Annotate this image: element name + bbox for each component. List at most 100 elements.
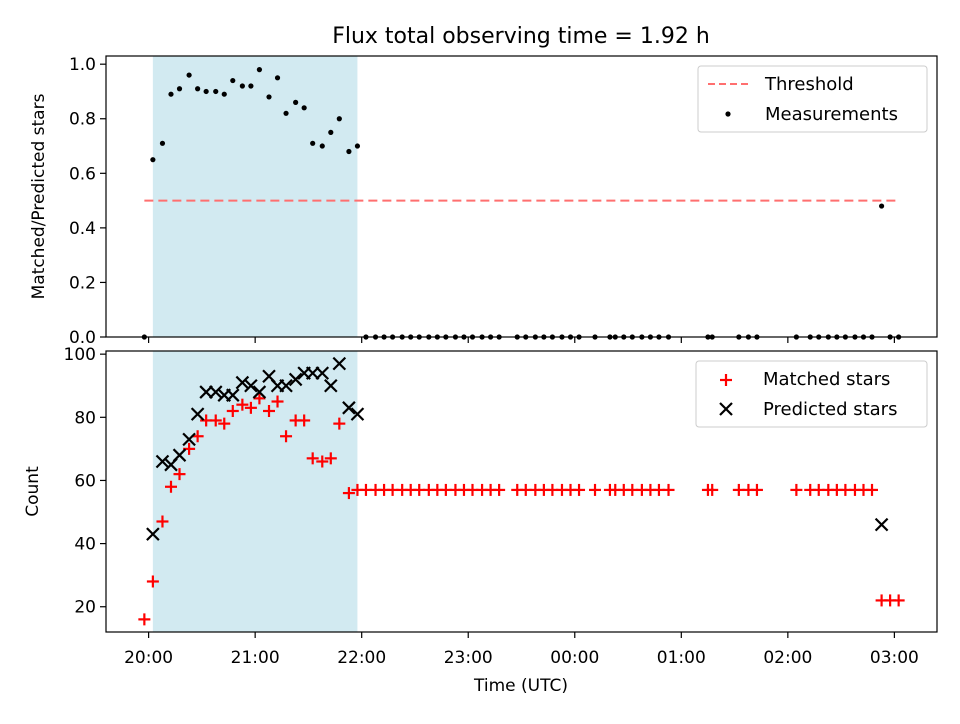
measurement-point (150, 157, 156, 163)
measurement-point (354, 143, 361, 149)
predicted-star-point (190, 407, 205, 421)
matched-star-point (324, 452, 337, 465)
predicted-star-point (279, 378, 293, 393)
measurement-point (195, 86, 201, 92)
count-legend-box (695, 360, 928, 428)
ratio-y-tick-label: 0.0 (69, 328, 96, 348)
time-x-tick-label: 21:00 (231, 648, 280, 668)
ratio-y-tick-label: 0.6 (69, 164, 96, 184)
matched-star-point (573, 483, 586, 496)
predicted-star-point (172, 448, 187, 462)
count-legend: Matched stars Predicted stars (695, 360, 928, 428)
count-panel: 20 40 60 80 100 20:00 21:00 22:00 23:00 00:00 01:… (23, 345, 938, 696)
measurement-point (879, 203, 885, 209)
measurement-point (248, 83, 254, 89)
time-x-tick-label: 00:00 (550, 648, 599, 668)
measurement-point (159, 140, 166, 146)
matched-star-point (236, 398, 249, 411)
predicted-star-point (315, 366, 330, 380)
observing-window-shade-bottom (152, 351, 358, 632)
predicted-star-point (350, 407, 365, 421)
predicted-star-point (874, 517, 889, 532)
predicted-star-point (199, 385, 213, 399)
count-y-axis: 20 40 60 80 100 (64, 345, 106, 618)
time-x-tick-label: 20:00 (124, 648, 173, 668)
matched-star-point (244, 401, 257, 414)
predicted-star-point (324, 378, 338, 393)
ratio-y-axis-label: Matched/Predicted stars (29, 93, 49, 299)
ratio-y-axis: 0.0 0.2 0.4 0.6 0.8 1.0 (69, 55, 106, 348)
count-plot-frame (105, 350, 938, 633)
matched-star-point (226, 404, 239, 417)
matched-star-point (156, 515, 169, 528)
matched-star-point (138, 613, 151, 626)
measurement-point (301, 105, 307, 111)
predicted-stars-series (146, 356, 889, 541)
measurement-point (186, 72, 192, 78)
measurement-point (230, 77, 236, 84)
ratio-legend-box (697, 65, 928, 133)
matched-star-point (306, 452, 319, 465)
matched-star-point (253, 392, 266, 405)
predicted-star-point (182, 432, 196, 447)
measurement-point (168, 91, 174, 97)
matched-star-point (706, 483, 719, 496)
matched-star-point (173, 468, 186, 481)
matched-star-point (866, 483, 879, 496)
measurement-point (239, 83, 245, 89)
measurement-point (213, 88, 219, 95)
measurement-point (221, 91, 227, 97)
matched-star-point (316, 455, 329, 468)
predicted-star-point (342, 401, 356, 415)
time-x-tick-label: 01:00 (657, 648, 706, 668)
legend-measurements-swatch (725, 111, 731, 117)
count-y-tick-label: 20 (74, 598, 96, 618)
matched-star-point (218, 417, 231, 430)
time-x-tick-label: 03:00 (870, 648, 919, 668)
count-y-tick-label: 40 (74, 535, 96, 555)
predicted-star-point (332, 356, 347, 371)
predicted-star-point (305, 366, 320, 380)
ratio-legend: Threshold Measurements (697, 65, 928, 133)
time-x-tick-label: 22:00 (337, 648, 386, 668)
measurement-point (256, 67, 263, 73)
matched-star-point (263, 404, 276, 417)
time-x-axis: 20:00 21:00 22:00 23:00 00:00 01:00 02:00 03:00 (124, 632, 919, 668)
count-y-tick-label: 100 (64, 345, 96, 365)
measurement-point (310, 140, 316, 146)
matched-star-point (790, 483, 803, 496)
measurement-point (283, 110, 289, 116)
matched-stars-series (138, 392, 905, 626)
matched-star-point (342, 487, 355, 500)
predicted-star-point (226, 388, 240, 402)
count-y-tick-label: 60 (74, 471, 96, 491)
legend-predicted-swatch (719, 402, 733, 416)
matched-star-point (662, 483, 675, 496)
legend-matched-label: Matched stars (763, 369, 890, 390)
legend-threshold-label: Threshold (764, 74, 854, 95)
legend-matched-swatch (720, 374, 732, 386)
predicted-star-point (208, 385, 223, 399)
matched-star-point (298, 414, 311, 427)
predicted-star-point (252, 385, 267, 399)
time-x-tick-label: 02:00 (763, 648, 812, 668)
ratio-y-tick-label: 1.0 (69, 55, 96, 75)
predicted-star-point (288, 372, 303, 387)
count-y-axis-label: Count (23, 466, 43, 517)
predicted-star-point (235, 375, 250, 390)
ratio-x-axis (148, 337, 895, 343)
predicted-star-point (244, 378, 258, 393)
ratio-y-tick-label: 0.8 (69, 110, 96, 130)
legend-predicted-label: Predicted stars (763, 399, 897, 420)
measurement-point (346, 148, 352, 155)
count-y-tick-label: 80 (74, 408, 96, 428)
matched-star-point (280, 430, 293, 443)
x-axis-label: Time (UTC) (473, 676, 568, 696)
measurement-point (336, 116, 342, 122)
predicted-star-point (146, 527, 160, 541)
ratio-y-tick-label: 0.4 (69, 219, 96, 239)
predicted-star-point (155, 454, 170, 469)
time-x-tick-label: 23:00 (444, 648, 493, 668)
ratio-y-tick-label: 0.2 (69, 273, 96, 293)
observing-window-shade (152, 56, 358, 337)
